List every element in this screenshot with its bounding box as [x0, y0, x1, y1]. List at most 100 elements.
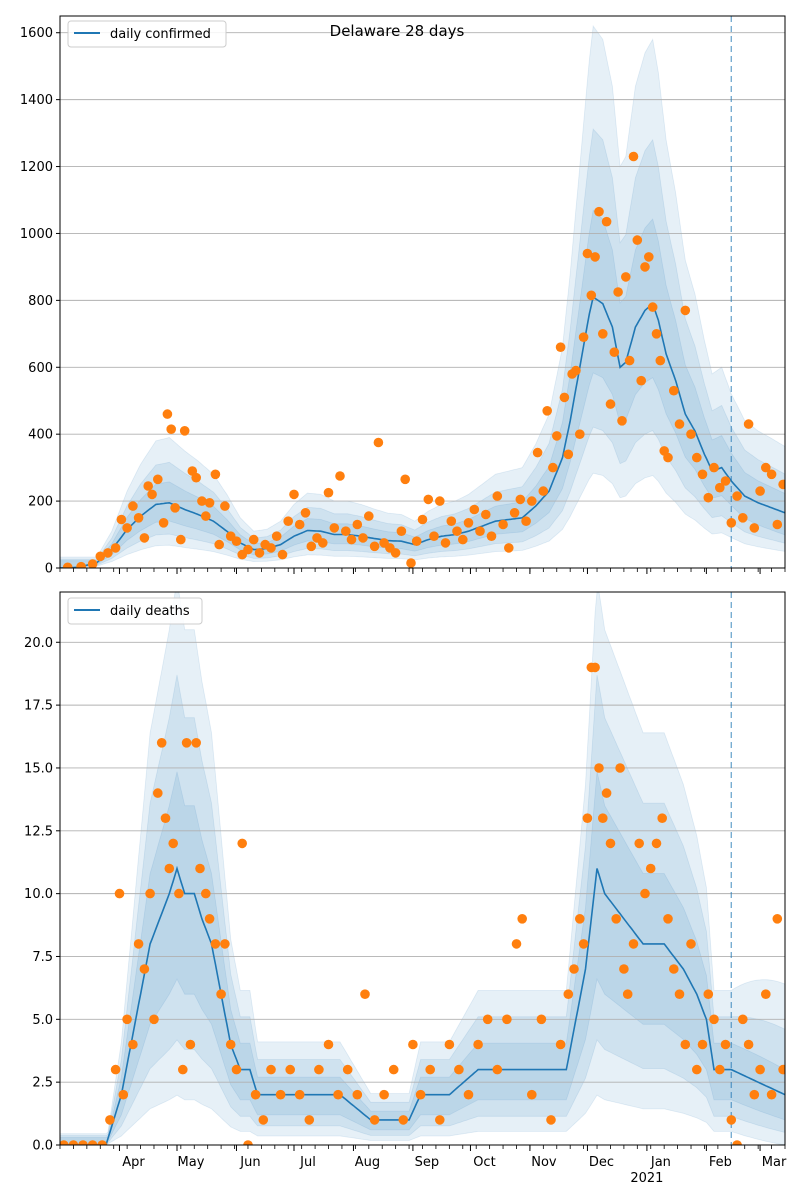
observed-point — [379, 1089, 389, 1100]
observed-point — [306, 541, 317, 552]
observed-point — [440, 538, 451, 548]
observed-point — [76, 561, 86, 568]
observed-point — [709, 462, 719, 473]
observed-point — [369, 1115, 380, 1125]
observed-point — [703, 492, 714, 503]
observed-point — [168, 838, 178, 849]
observed-point — [114, 888, 125, 899]
observed-point — [147, 489, 157, 500]
observed-point — [749, 523, 760, 533]
observed-point — [598, 329, 608, 339]
observed-point — [87, 1140, 98, 1145]
observed-point — [575, 914, 585, 924]
observed-point — [509, 508, 520, 518]
observed-point — [515, 494, 526, 505]
observed-point — [542, 406, 552, 416]
observed-point — [254, 548, 265, 558]
confirmed-model-line — [60, 295, 785, 568]
observed-point — [738, 513, 748, 523]
observed-point — [185, 1039, 196, 1050]
observed-point — [521, 516, 531, 526]
observed-point — [231, 1064, 242, 1075]
observed-point — [300, 508, 311, 518]
observed-point — [128, 1039, 138, 1050]
observed-point — [341, 526, 351, 536]
observed-point — [364, 511, 374, 521]
observed-point — [237, 838, 247, 849]
outer-band — [60, 24, 785, 568]
observed-point — [277, 549, 288, 560]
confirmed-legend: daily confirmed — [67, 20, 227, 48]
observed-point — [504, 543, 514, 553]
observed-point — [314, 1064, 324, 1075]
observed-point — [225, 1039, 236, 1050]
observed-point — [95, 551, 106, 562]
observed-point — [110, 543, 121, 553]
observed-point — [390, 548, 401, 558]
confirmed-observed-points — [62, 151, 785, 568]
observed-point — [415, 1089, 426, 1100]
observed-point — [458, 534, 468, 545]
observed-point — [435, 496, 445, 506]
observed-point — [720, 1039, 731, 1050]
observed-point — [732, 1140, 742, 1145]
observed-point — [651, 838, 662, 849]
x-tick-label: Dec — [589, 1155, 614, 1170]
y-tick-label: 12.5 — [24, 824, 53, 839]
observed-point — [555, 342, 566, 353]
observed-point — [116, 514, 127, 525]
inner-band — [60, 771, 785, 1145]
observed-point — [417, 514, 428, 525]
observed-point — [482, 1014, 493, 1025]
x-tick-label: Jul — [299, 1155, 316, 1170]
observed-point — [122, 523, 132, 533]
observed-point — [594, 206, 604, 217]
observed-point — [139, 533, 150, 543]
observed-point — [578, 332, 589, 343]
y-tick-label: 800 — [28, 294, 53, 309]
observed-point — [352, 519, 363, 530]
confirmed-y-axis-ticks: 0 200 400 600 800 1000 1200 1400 1600 — [20, 26, 60, 577]
y-tick-label: 5.0 — [32, 1013, 53, 1028]
observed-point — [153, 788, 163, 798]
observed-point — [586, 290, 597, 301]
y-tick-label: 1600 — [20, 26, 53, 41]
observed-point — [772, 914, 783, 924]
observed-point — [463, 1089, 474, 1100]
observed-point — [601, 216, 612, 227]
observed-point — [492, 1064, 503, 1075]
observed-point — [778, 479, 785, 490]
observed-point — [118, 1089, 129, 1100]
observed-point — [406, 558, 416, 568]
observed-point — [613, 287, 623, 297]
observed-point — [621, 272, 631, 282]
observed-point — [369, 541, 380, 552]
observed-point — [139, 964, 150, 974]
observed-point — [170, 503, 180, 513]
x-tick-label: Jan — [650, 1155, 671, 1170]
observed-point — [266, 543, 276, 553]
observed-point — [149, 1014, 159, 1025]
y-tick-label: 600 — [28, 361, 53, 376]
observed-point — [582, 248, 593, 259]
observed-point — [248, 534, 259, 545]
observed-point — [411, 536, 422, 546]
observed-point — [726, 518, 737, 528]
x-year-label: 2021 — [630, 1171, 663, 1186]
deaths-x-axis-ticks: Apr May Jun Jul Aug Sep Oct Nov Dec Jan Feb Mar 2021 — [59, 1145, 787, 1186]
observed-point — [166, 424, 176, 435]
observed-point — [133, 939, 144, 949]
observed-point — [761, 462, 771, 473]
observed-point — [446, 516, 457, 526]
observed-point — [571, 365, 581, 376]
observed-point — [709, 1014, 719, 1025]
observed-point — [761, 989, 771, 999]
observed-point — [425, 1064, 436, 1075]
observed-point — [469, 504, 480, 515]
observed-point — [352, 1089, 363, 1100]
observed-point — [429, 531, 439, 541]
observed-point — [323, 487, 334, 498]
observed-point — [342, 1064, 353, 1075]
observed-point — [220, 939, 230, 949]
observed-point — [266, 1064, 276, 1075]
